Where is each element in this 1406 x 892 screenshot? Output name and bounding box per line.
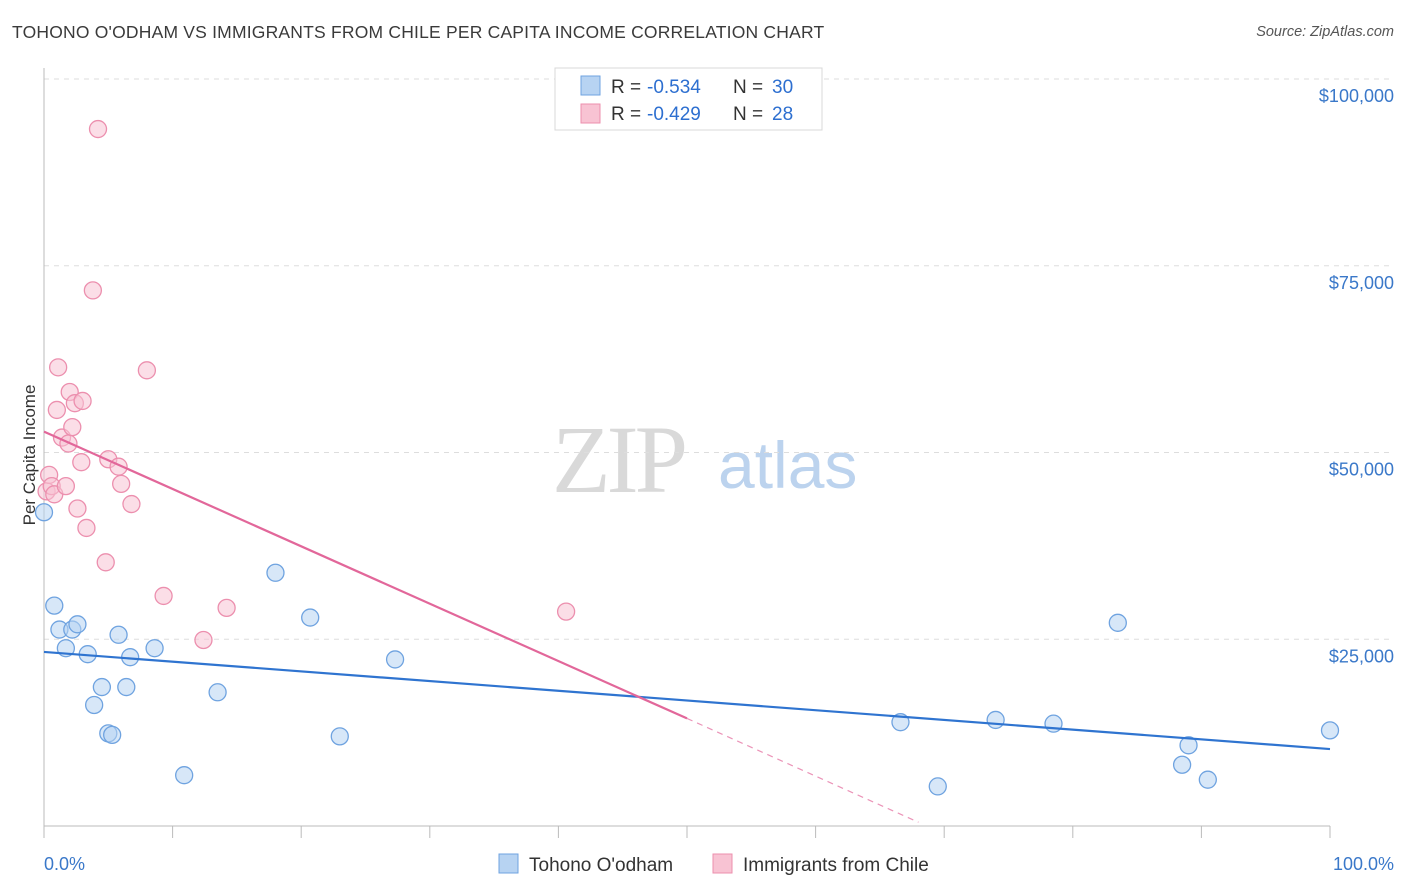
point-tohono-oodham (92, 677, 112, 697)
x-tick-label-min: 0.0% (44, 854, 85, 874)
point-immigrants-chile (47, 400, 67, 420)
watermark: ZIP atlas (552, 406, 857, 513)
point-tohono-oodham (109, 625, 128, 644)
x-ticks (43, 826, 1331, 838)
trend-line-immigrants-chile-extension (686, 717, 919, 823)
x-tick-label-max: 100.0% (1333, 854, 1394, 874)
point-immigrants-chile (68, 499, 87, 518)
point-immigrants-chile (72, 453, 91, 472)
point-tohono-oodham (330, 727, 349, 746)
legend-bottom-label-chile: Immigrants from Chile (743, 855, 929, 876)
axes (43, 68, 1330, 827)
chart-source: Source: ZipAtlas.com (1256, 24, 1394, 40)
legend-r-value-chile: -0.429 (647, 104, 701, 125)
scatter-points (34, 119, 1340, 796)
point-immigrants-chile (73, 391, 92, 411)
point-tohono-oodham (1320, 721, 1340, 740)
y-tick-label: $100,000 (1319, 86, 1394, 106)
point-tohono-oodham (34, 503, 54, 522)
point-tohono-oodham (175, 766, 194, 785)
watermark-atlas: atlas (718, 428, 857, 502)
point-tohono-oodham (1198, 770, 1217, 789)
point-tohono-oodham (85, 695, 104, 715)
point-immigrants-chile (88, 119, 108, 139)
point-tohono-oodham (1172, 755, 1192, 774)
chart-title: TOHONO O'ODHAM VS IMMIGRANTS FROM CHILE … (12, 22, 825, 42)
legend-n-value-chile: 28 (772, 104, 793, 125)
point-tohono-oodham (301, 608, 320, 627)
point-immigrants-chile (217, 598, 236, 618)
point-tohono-oodham (266, 563, 285, 582)
point-immigrants-chile (77, 518, 96, 538)
legend-series: Tohono O'odham Immigrants from Chile (498, 853, 929, 876)
point-tohono-oodham (45, 596, 64, 615)
point-tohono-oodham (68, 615, 87, 634)
point-immigrants-chile (112, 474, 131, 494)
point-immigrants-chile (122, 494, 141, 514)
trend-lines (43, 430, 1331, 823)
point-immigrants-chile (63, 417, 82, 437)
y-tick-label: $50,000 (1329, 460, 1394, 480)
legend-n-label-tohono: N = (733, 77, 763, 98)
point-tohono-oodham (208, 683, 227, 702)
gridlines (44, 78, 1394, 640)
point-tohono-oodham (385, 650, 405, 669)
legend-bottom-swatch-chile (712, 853, 733, 874)
legend-swatch-chile (580, 103, 601, 124)
point-immigrants-chile (556, 602, 576, 621)
legend-swatch-tohono (580, 75, 601, 96)
y-tick-labels: $25,000 $50,000 $75,000 $100,000 (1319, 86, 1394, 666)
watermark-zip: ZIP (552, 406, 685, 513)
y-tick-label: $25,000 (1329, 646, 1394, 666)
point-tohono-oodham (117, 677, 136, 697)
legend-r-label-chile: R = (611, 104, 641, 125)
point-tohono-oodham (986, 710, 1005, 730)
legend-n-label-chile: N = (733, 104, 763, 125)
y-axis-title: Per Capita Income (20, 385, 39, 526)
trend-line-immigrants-chile (43, 430, 688, 720)
point-immigrants-chile (48, 358, 68, 377)
legend-stats: R = -0.534 N = 30 R = -0.429 N = 28 (554, 67, 823, 131)
point-immigrants-chile (194, 630, 213, 650)
point-tohono-oodham (1108, 613, 1127, 632)
legend-r-label-tohono: R = (611, 77, 641, 98)
point-tohono-oodham (1179, 736, 1198, 755)
legend-r-value-tohono: -0.534 (647, 77, 701, 98)
point-immigrants-chile (154, 586, 173, 606)
point-immigrants-chile (96, 553, 115, 572)
point-immigrants-chile (137, 361, 157, 380)
point-tohono-oodham (145, 639, 164, 658)
point-immigrants-chile (56, 476, 76, 496)
point-tohono-oodham (103, 725, 122, 745)
point-immigrants-chile (83, 281, 103, 300)
legend-bottom-label-tohono: Tohono O'odham (529, 855, 673, 876)
point-tohono-oodham (928, 777, 947, 796)
legend-n-value-tohono: 30 (772, 77, 793, 98)
trend-line-tohono-oodham (43, 650, 1331, 751)
y-tick-label: $75,000 (1329, 273, 1394, 293)
legend-bottom-swatch-tohono (498, 853, 519, 874)
